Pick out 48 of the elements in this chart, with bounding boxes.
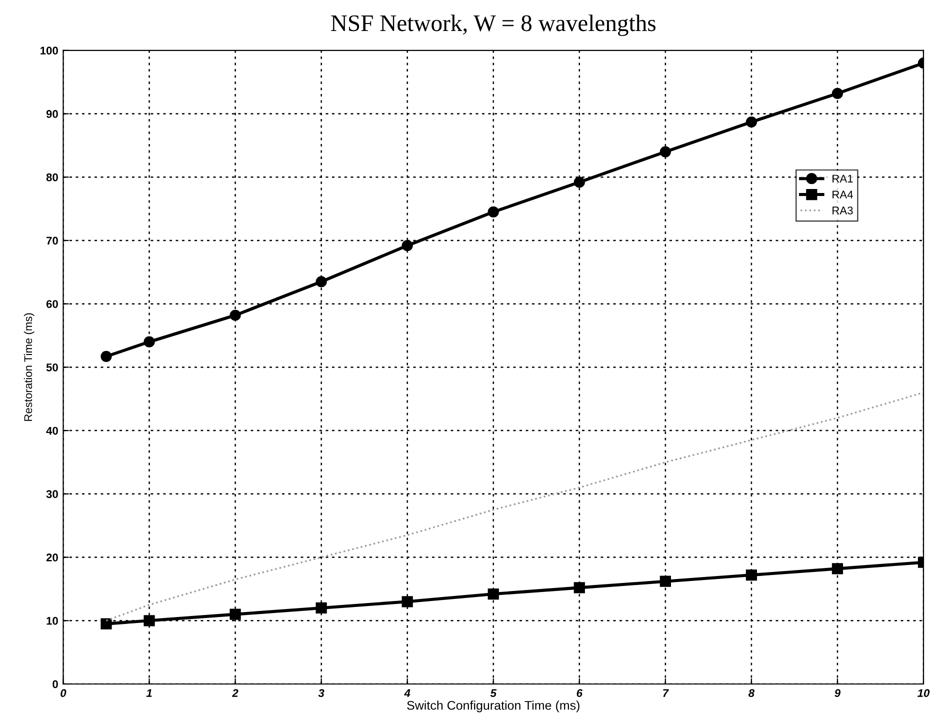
- chart-title: NSF Network, W = 8 wavelengths: [331, 14, 656, 36]
- point: [660, 146, 671, 158]
- x-tick-label: 7: [663, 689, 669, 697]
- legend-label: RA4: [832, 190, 853, 198]
- y-tick-label: 60: [46, 300, 58, 308]
- point: [832, 88, 844, 100]
- point: [100, 618, 112, 630]
- point: [100, 350, 112, 362]
- point: [746, 116, 757, 128]
- point: [230, 310, 241, 321]
- y-tick-label: 70: [46, 236, 58, 245]
- point: [402, 240, 413, 252]
- y-tick-label: 20: [46, 554, 58, 562]
- point: [488, 206, 499, 218]
- point: [574, 176, 585, 188]
- x-tick-label: 2: [232, 689, 238, 697]
- x-tick-label: 8: [748, 689, 755, 698]
- x-tick-label: 10: [917, 689, 930, 698]
- legend-label: RA3: [832, 206, 853, 214]
- x-tick-label: 4: [404, 689, 410, 697]
- point: [316, 276, 327, 288]
- y-tick-label: 40: [46, 426, 58, 435]
- point: [746, 569, 757, 581]
- point: [660, 576, 671, 587]
- x-tick-label: 3: [318, 689, 324, 698]
- point: [832, 563, 844, 574]
- x-axis-title: Switch Configuration Time (ms): [407, 700, 580, 712]
- x-tick-label: 9: [834, 689, 841, 698]
- point: [402, 596, 413, 608]
- y-tick-label: 10: [46, 616, 58, 625]
- y-tick-label: 100: [40, 46, 58, 55]
- y-axis-title: Restoration Time (ms): [24, 313, 34, 421]
- x-tick-label: 1: [146, 689, 152, 697]
- x-tick-label: 0: [60, 689, 66, 698]
- point: [316, 602, 327, 614]
- point: [144, 336, 155, 348]
- point: [574, 582, 585, 594]
- y-tick-label: 0: [52, 680, 58, 688]
- y-tick-label: 30: [46, 490, 58, 498]
- y-tick-label: 50: [46, 363, 58, 372]
- y-tick-label: 90: [46, 110, 58, 118]
- point: [488, 588, 499, 600]
- legend-label: RA1: [832, 174, 853, 182]
- point: [230, 608, 241, 620]
- x-tick-label: 6: [576, 689, 583, 698]
- point: [144, 615, 155, 626]
- y-tick-label: 80: [46, 173, 58, 182]
- x-tick-label: 5: [490, 689, 497, 698]
